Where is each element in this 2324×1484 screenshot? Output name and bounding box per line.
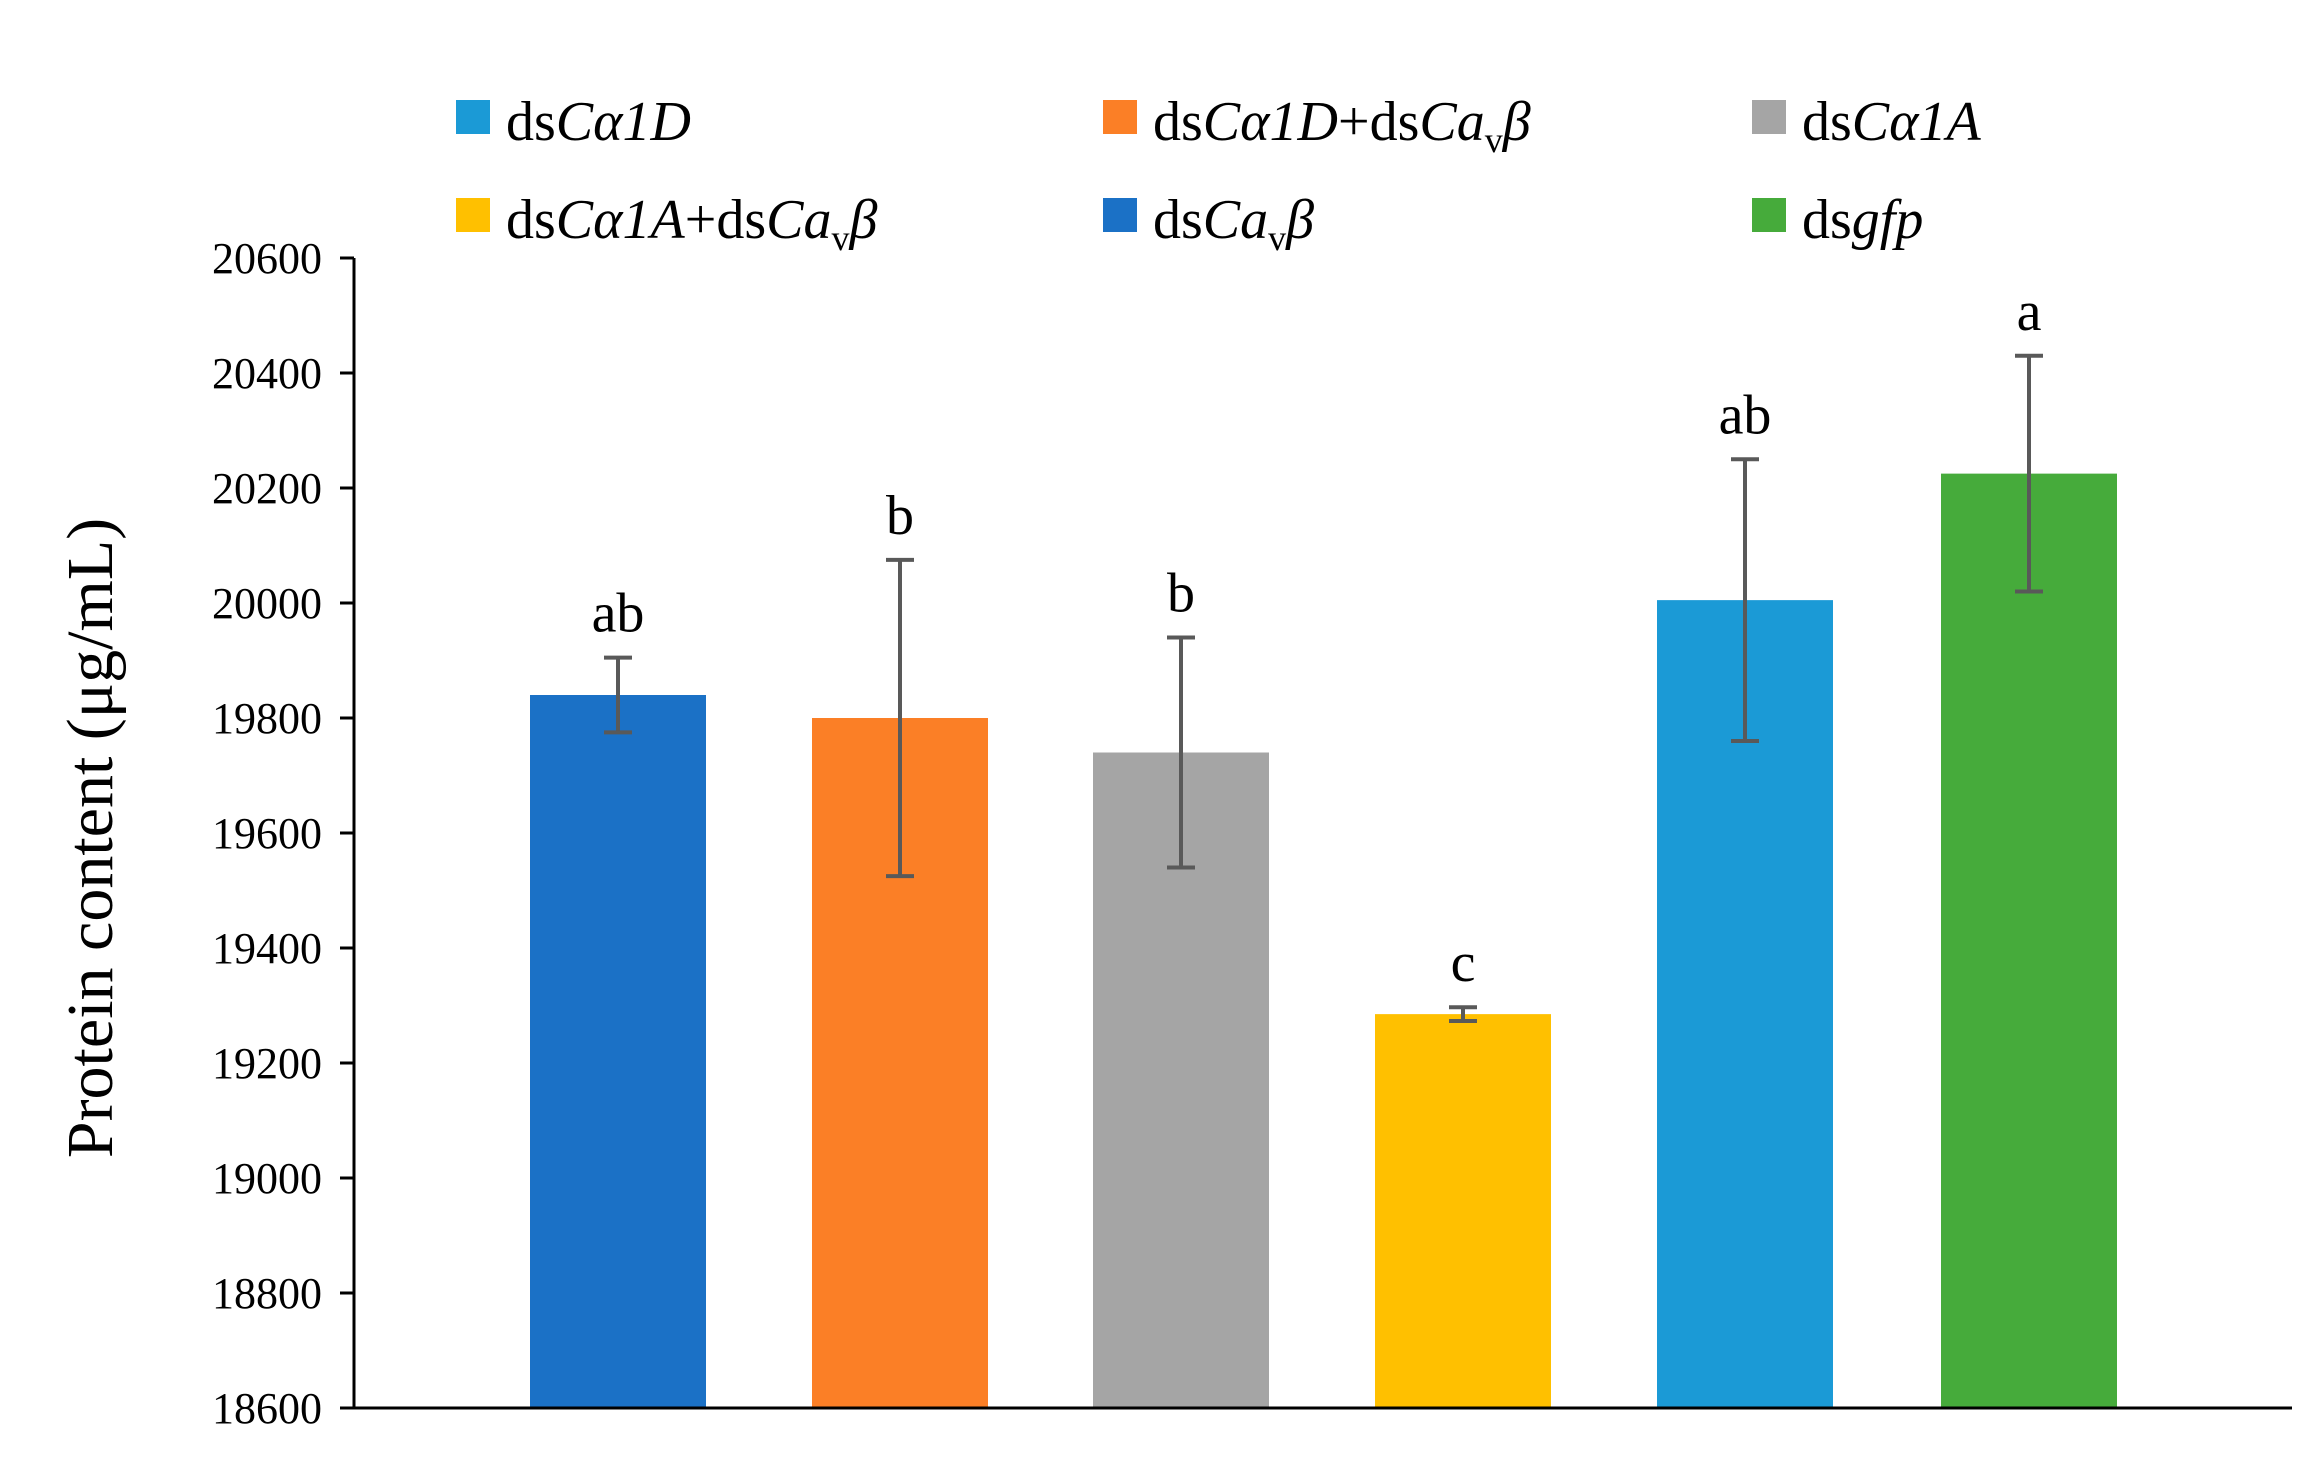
y-axis-label: Protein content (μg/mL) <box>54 518 127 1158</box>
significance-label: a <box>2017 281 2042 343</box>
y-tick-label: 20400 <box>212 349 322 398</box>
legend-label: dsCα1D+dsCavβ <box>1153 91 1531 160</box>
legend-item: dsCα1A+dsCavβ <box>456 189 877 258</box>
bar <box>530 695 706 1408</box>
legend-item: dsCα1D+dsCavβ <box>1103 91 1531 160</box>
y-tick-label: 19200 <box>212 1039 322 1088</box>
legend-label: dsCα1A <box>1802 91 1982 153</box>
legend-swatch <box>456 100 490 134</box>
legend-label: dsCavβ <box>1153 189 1314 258</box>
significance-label: ab <box>1719 384 1772 446</box>
legend-item: dsCα1D <box>456 91 691 153</box>
bar <box>1375 1014 1551 1408</box>
y-tick-label: 18600 <box>212 1384 322 1433</box>
y-tick-label: 20600 <box>212 234 322 283</box>
y-tick-label: 18800 <box>212 1269 322 1318</box>
bars <box>530 473 2117 1408</box>
y-tick-label: 20200 <box>212 464 322 513</box>
legend-swatch <box>456 198 490 232</box>
y-axis-ticks: 18600 18800 19000 19200 19400 19600 19800 20000… <box>212 234 354 1433</box>
legend-item: dsCavβ <box>1103 189 1314 258</box>
y-tick-label: 20000 <box>212 579 322 628</box>
significance-label: b <box>1167 563 1195 625</box>
legend-label: dsgfp <box>1802 189 1923 251</box>
legend-item: dsCα1A <box>1752 91 1982 153</box>
legend-swatch <box>1752 100 1786 134</box>
error-bars <box>604 353 2043 1024</box>
legend: dsCα1D dsCα1D+dsCavβ dsCα1A dsCα1A+dsCavβ ds… <box>456 91 1982 258</box>
y-tick-label: 19400 <box>212 924 322 973</box>
y-tick-label: 19800 <box>212 694 322 743</box>
significance-labels: ab b b c ab a <box>592 281 2042 994</box>
legend-swatch <box>1103 100 1137 134</box>
significance-label: b <box>886 485 914 547</box>
significance-label: c <box>1451 932 1476 994</box>
legend-label: dsCα1A+dsCavβ <box>506 189 877 258</box>
legend-item: dsgfp <box>1752 189 1923 251</box>
significance-label: ab <box>592 583 645 645</box>
bar <box>1941 473 2117 1408</box>
y-tick-label: 19000 <box>212 1154 322 1203</box>
legend-swatch <box>1752 198 1786 232</box>
legend-label: dsCα1D <box>506 91 691 153</box>
legend-swatch <box>1103 198 1137 232</box>
y-tick-label: 19600 <box>212 809 322 858</box>
